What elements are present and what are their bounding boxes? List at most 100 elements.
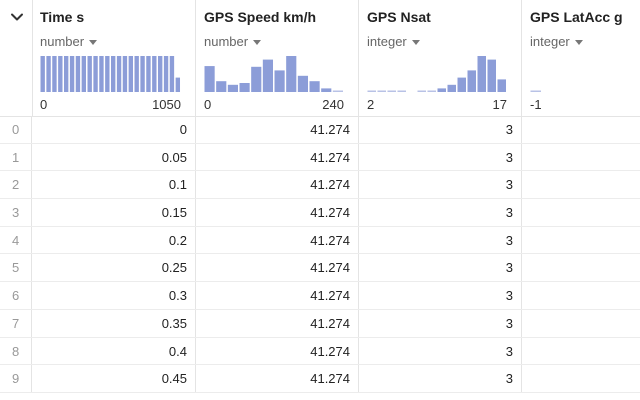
histogram-bar [169,56,175,92]
cell-time[interactable]: 0.25 [32,254,196,282]
histogram-min: 0 [204,97,212,112]
cell-gps-nsat[interactable]: 3 [359,365,522,392]
column-header-time[interactable]: Time s number 0 1050 [32,0,196,116]
cell-gps-nsat[interactable]: 3 [359,337,522,365]
cell-gps-latacc[interactable] [522,282,640,309]
histogram-bar [387,90,396,92]
cell-time[interactable]: 0.15 [32,199,196,226]
table-row[interactable]: 2 0.1 41.274 3 [0,171,640,200]
cell-gps-latacc[interactable] [522,365,640,392]
histogram-min: 2 [367,97,375,112]
cell-gps-speed[interactable]: 41.274 [196,337,359,365]
histogram-bar [116,56,122,92]
row-index: 1 [0,143,32,171]
cell-gps-latacc[interactable] [522,338,640,365]
column-type-dropdown[interactable]: integer [367,34,420,49]
histogram-bar [262,59,273,92]
collapse-toggle[interactable] [0,0,33,116]
histogram-bar [140,56,145,92]
table-row[interactable]: 6 0.3 41.274 3 [0,282,640,310]
row-index: 3 [0,199,32,226]
cell-gps-nsat[interactable]: 3 [359,143,522,171]
column-type-dropdown[interactable]: number [204,34,262,49]
histogram-bar [46,56,51,92]
cell-gps-speed[interactable]: 41.274 [196,143,359,171]
row-index: 7 [0,309,32,337]
histogram-bar [64,56,69,92]
cell-time[interactable]: 0.35 [32,309,196,337]
cell-gps-nsat[interactable]: 3 [359,226,522,254]
cell-gps-latacc[interactable] [522,310,640,337]
cell-gps-latacc[interactable] [522,254,640,281]
column-type-label: number [40,34,85,49]
column-type-label: integer [530,34,570,49]
cell-gps-speed[interactable]: 41.274 [196,309,359,337]
table-row[interactable]: 9 0.45 41.274 3 [0,365,640,393]
row-index: 2 [0,171,32,199]
histogram-bar [417,90,426,92]
histogram-bar [297,75,308,92]
column-type-dropdown[interactable]: integer [530,34,583,49]
histogram-bar [69,56,75,92]
cell-gps-nsat[interactable]: 3 [359,282,522,309]
histogram-bar [204,66,215,92]
histogram-svg [367,56,506,92]
cell-gps-nsat[interactable]: 3 [359,171,522,199]
cell-gps-nsat[interactable]: 3 [359,116,522,143]
cell-gps-latacc[interactable] [522,116,640,143]
cell-time[interactable]: 0.2 [32,226,196,254]
cell-gps-latacc[interactable] [522,171,640,198]
cell-time[interactable]: 0 [32,116,196,143]
cell-gps-speed[interactable]: 41.274 [196,226,359,254]
histogram-max: 240 [322,97,344,112]
table-row[interactable]: 8 0.4 41.274 3 [0,337,640,366]
histogram-bar [332,90,343,92]
cell-time[interactable]: 0.1 [32,171,196,199]
cell-gps-speed[interactable]: 41.274 [196,282,359,309]
histogram-bar [274,70,285,92]
table-row[interactable]: 0 0 41.274 3 [0,116,640,144]
row-index: 4 [0,226,32,254]
histogram-bar [377,90,386,92]
column-histogram [367,56,507,92]
table-row[interactable]: 4 0.2 41.274 3 [0,226,640,255]
column-header-gps-latacc[interactable]: GPS LatAcc g integer -1 [522,0,640,116]
column-type-dropdown[interactable]: number [40,34,98,49]
column-name: GPS LatAcc g [530,9,623,25]
histogram-max: 1050 [152,97,181,112]
chevron-down-icon[interactable] [10,10,24,24]
histogram-bar [457,77,466,92]
cell-gps-speed[interactable]: 41.274 [196,199,359,226]
histogram-bar [158,56,163,92]
column-type-label: integer [367,34,407,49]
cell-time[interactable]: 0.45 [32,365,196,392]
cell-gps-nsat[interactable]: 3 [359,254,522,282]
histogram-svg [530,90,541,92]
table-row[interactable]: 3 0.15 41.274 3 [0,199,640,227]
cell-gps-latacc[interactable] [522,199,640,226]
cell-time[interactable]: 0.05 [32,143,196,171]
cell-gps-speed[interactable]: 41.274 [196,171,359,199]
column-header-gps-speed[interactable]: GPS Speed km/h number 0 240 [196,0,359,116]
histogram-svg [40,56,181,92]
histogram-bar [487,59,496,92]
table-row[interactable]: 7 0.35 41.274 3 [0,309,640,338]
histogram-bar [447,84,456,92]
cell-gps-speed[interactable]: 41.274 [196,365,359,392]
table-row[interactable]: 1 0.05 41.274 3 [0,143,640,172]
cell-gps-nsat[interactable]: 3 [359,199,522,226]
histogram-bar [128,56,134,92]
cell-time[interactable]: 0.4 [32,337,196,365]
cell-gps-latacc[interactable] [522,144,640,171]
histogram-bar [530,90,541,92]
cell-gps-speed[interactable]: 41.274 [196,254,359,282]
histogram-bar [227,84,238,92]
column-header-gps-nsat[interactable]: GPS Nsat integer 2 17 [359,0,522,116]
caret-down-icon [253,40,262,46]
histogram-min: 0 [40,97,48,112]
cell-time[interactable]: 0.3 [32,282,196,309]
cell-gps-nsat[interactable]: 3 [359,309,522,337]
cell-gps-latacc[interactable] [522,227,640,254]
table-row[interactable]: 5 0.25 41.274 3 [0,254,640,283]
cell-gps-speed[interactable]: 41.274 [196,116,359,143]
